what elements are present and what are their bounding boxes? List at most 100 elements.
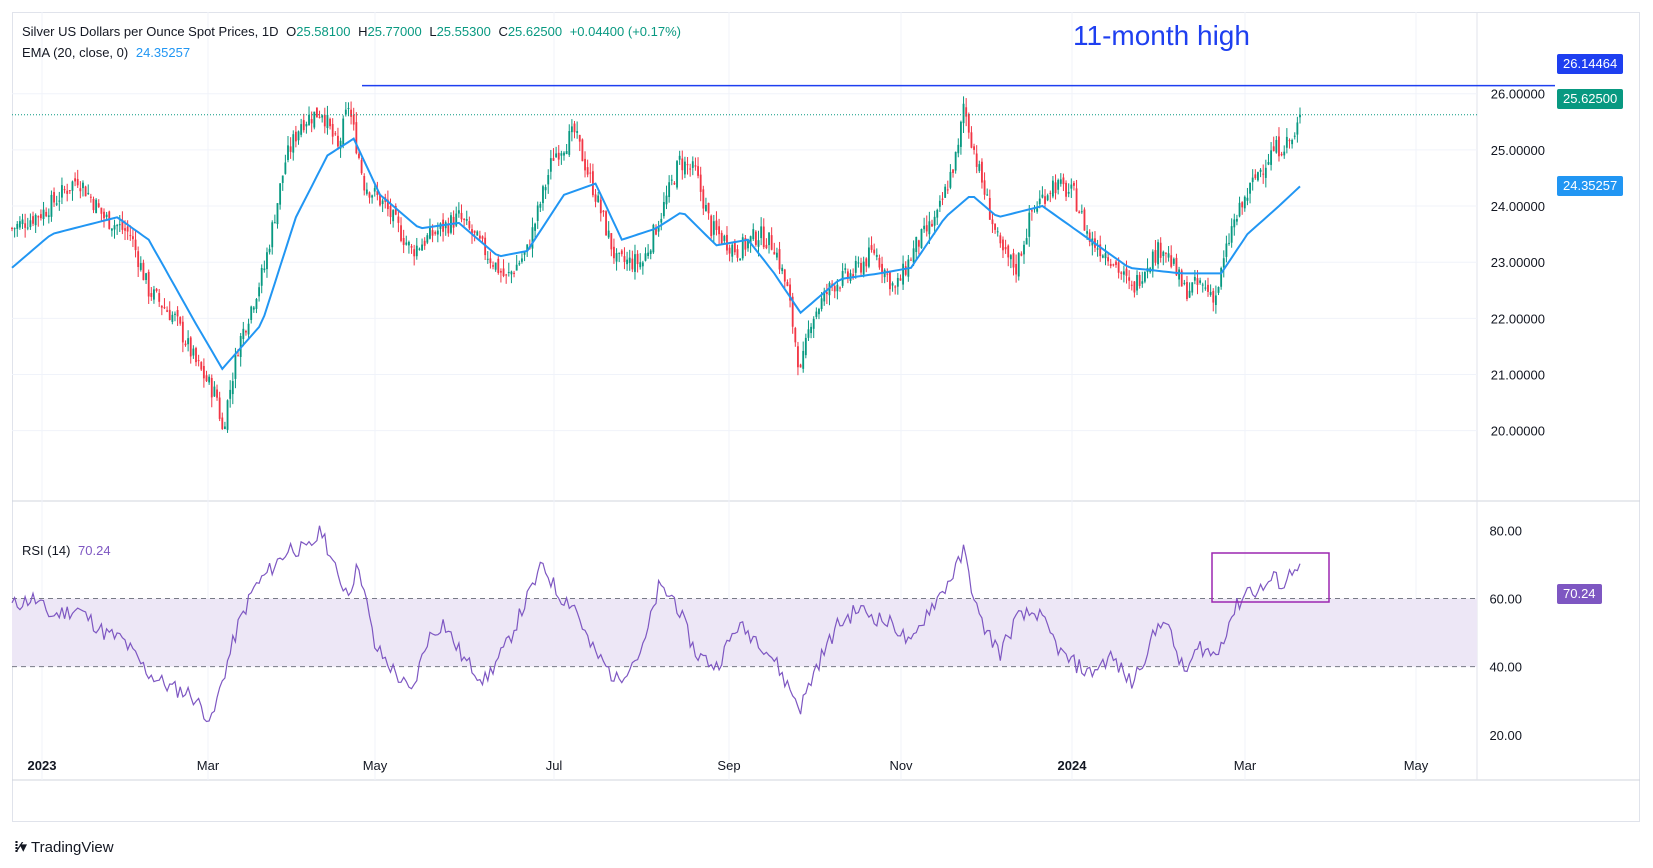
candle-body bbox=[644, 253, 647, 261]
chart-frame bbox=[12, 12, 1640, 822]
candle-body bbox=[55, 203, 58, 205]
candle-body bbox=[768, 232, 770, 246]
candle-body bbox=[1151, 251, 1154, 272]
candle-body bbox=[660, 218, 663, 223]
candle-body bbox=[486, 258, 489, 260]
candle-body bbox=[902, 263, 905, 285]
candle-body bbox=[131, 236, 134, 240]
candle-body bbox=[1222, 258, 1225, 268]
candle-body bbox=[237, 355, 239, 357]
candle-body bbox=[421, 244, 423, 251]
candle-body bbox=[747, 240, 749, 249]
candle-body bbox=[334, 133, 337, 135]
candle-body bbox=[1225, 243, 1228, 257]
candle-body bbox=[691, 161, 694, 168]
candle-body bbox=[925, 225, 928, 232]
candle-body bbox=[996, 231, 999, 233]
candle-body bbox=[1054, 182, 1057, 194]
candle-body bbox=[116, 225, 119, 227]
candle-body bbox=[870, 245, 873, 250]
candle-body bbox=[365, 189, 368, 194]
symbol-title: Silver US Dollars per Ounce Spot Prices,… bbox=[22, 24, 279, 39]
candle-body bbox=[292, 134, 295, 153]
candle-body bbox=[833, 286, 836, 292]
candle-body bbox=[652, 224, 655, 253]
candle-body bbox=[634, 254, 636, 272]
candle-body bbox=[715, 220, 718, 230]
candle-body bbox=[707, 202, 710, 214]
candle-body bbox=[492, 265, 494, 267]
candle-body bbox=[760, 226, 763, 239]
candle-body bbox=[168, 309, 171, 321]
candle-body bbox=[1257, 172, 1259, 181]
candle-body bbox=[505, 274, 508, 276]
candle-body bbox=[778, 249, 781, 270]
candle-body bbox=[552, 158, 555, 161]
candle-body bbox=[1099, 244, 1102, 257]
candle-body bbox=[1167, 253, 1170, 258]
candle-body bbox=[436, 230, 439, 235]
candle-body bbox=[1207, 284, 1209, 292]
candle-body bbox=[781, 267, 784, 272]
candle-body bbox=[95, 199, 98, 214]
ema-legend[interactable]: EMA (20, close, 0) 24.35257 bbox=[22, 45, 194, 60]
candle-body bbox=[202, 365, 205, 379]
candle-body bbox=[1278, 136, 1280, 157]
candle-body bbox=[281, 175, 284, 183]
candle-body bbox=[594, 194, 597, 202]
rsi-legend[interactable]: RSI (14) 70.24 bbox=[22, 543, 115, 558]
candle-body bbox=[649, 250, 652, 254]
candle-body bbox=[1288, 140, 1291, 142]
candle-body bbox=[526, 244, 529, 251]
candle-body bbox=[376, 191, 379, 195]
candle-body bbox=[176, 310, 179, 317]
candle-body bbox=[1030, 210, 1033, 212]
candle-body bbox=[613, 246, 615, 259]
candle-body bbox=[523, 251, 526, 255]
candle-body bbox=[615, 253, 618, 262]
candle-body bbox=[1186, 282, 1188, 300]
candle-body bbox=[1038, 198, 1041, 205]
candle-body bbox=[187, 338, 190, 345]
candle-body bbox=[29, 220, 32, 228]
candle-body bbox=[846, 271, 849, 278]
candle-body bbox=[599, 199, 602, 214]
change-value: +0.04400 (+0.17%) bbox=[569, 24, 681, 39]
candle-body bbox=[542, 186, 544, 204]
candle-body bbox=[962, 103, 965, 124]
eleven-month-high-annotation: 11-month high bbox=[1073, 20, 1250, 51]
candle-body bbox=[255, 299, 258, 309]
candle-body bbox=[978, 164, 981, 171]
candle-body bbox=[623, 256, 626, 262]
candle-body bbox=[352, 114, 355, 125]
tradingview-brand[interactable]: ⁞⁄▾ TradingView bbox=[14, 838, 114, 856]
candle-body bbox=[1115, 261, 1117, 265]
candle-body bbox=[97, 203, 100, 207]
candle-body bbox=[1157, 242, 1159, 265]
candle-body bbox=[570, 126, 573, 133]
candle-body bbox=[284, 162, 287, 174]
candle-body bbox=[82, 182, 84, 189]
rsi-price-label: 70.24 bbox=[1557, 584, 1602, 604]
candle-body bbox=[499, 271, 502, 273]
candle-body bbox=[676, 161, 678, 188]
candle-body bbox=[647, 252, 650, 256]
candle-body bbox=[886, 273, 889, 275]
candle-body bbox=[1188, 290, 1191, 298]
rsi-highlight-box bbox=[1211, 552, 1330, 603]
rsi-label: RSI (14) bbox=[22, 543, 71, 558]
candle-body bbox=[79, 188, 82, 192]
candle-body bbox=[1070, 184, 1073, 189]
candle-body bbox=[775, 252, 778, 258]
candle-body bbox=[983, 180, 986, 195]
candle-body bbox=[970, 132, 973, 148]
candle-body bbox=[258, 287, 261, 297]
candle-body bbox=[223, 426, 226, 430]
candle-body bbox=[521, 258, 523, 262]
candle-body bbox=[752, 229, 755, 240]
candle-body bbox=[42, 209, 45, 220]
candle-body bbox=[431, 230, 434, 236]
high-label: H bbox=[358, 24, 368, 39]
candle-body bbox=[423, 240, 426, 246]
